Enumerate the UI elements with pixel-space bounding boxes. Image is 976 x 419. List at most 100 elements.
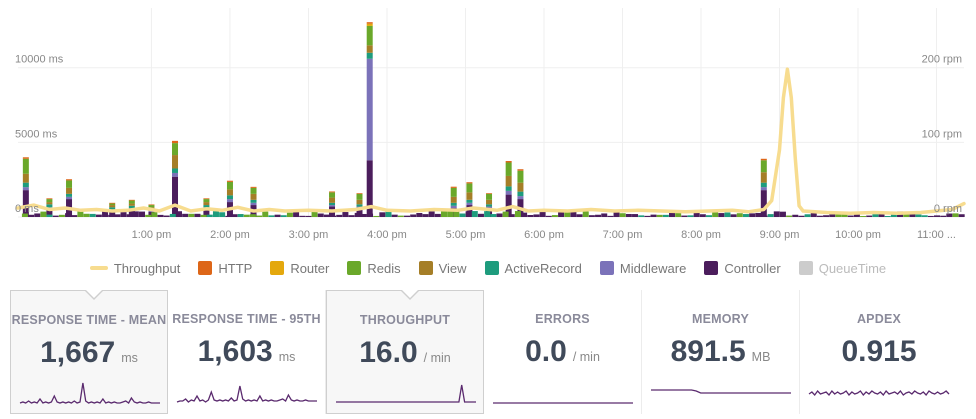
- card-number: 891.5: [670, 335, 746, 368]
- sparkline-path: [808, 389, 950, 397]
- metric-card-throughput[interactable]: THROUGHPUT 16.0 / min: [326, 290, 484, 414]
- baseline-bar: [853, 213, 860, 217]
- legend-swatch: [270, 261, 285, 275]
- legend-label: Controller: [724, 260, 781, 276]
- bar-segment-middleware: [226, 199, 233, 203]
- baseline-bar: [360, 213, 367, 217]
- bar-segment-redis: [356, 193, 363, 200]
- bar-segment-view: [466, 192, 473, 200]
- baseline-bar: [638, 215, 645, 217]
- baseline-bar: [570, 211, 577, 217]
- baseline-bar: [447, 211, 454, 217]
- baseline-bar: [145, 214, 152, 217]
- metric-card-response-time-mean[interactable]: RESPONSE TIME - MEAN 1,667 ms: [10, 290, 168, 414]
- legend-label: View: [438, 260, 467, 276]
- baseline-bar: [669, 211, 676, 217]
- y-right-tick-label: 0 rpm: [934, 203, 962, 215]
- baseline-bar: [533, 214, 540, 217]
- baseline-bar: [521, 212, 528, 217]
- baseline-bar: [736, 213, 743, 217]
- bar-segment-activerecord: [466, 199, 473, 203]
- baseline-bar: [718, 213, 725, 217]
- legend-item-throughput[interactable]: Throughput: [89, 260, 181, 276]
- baseline-bar: [730, 214, 737, 217]
- baseline-bar: [798, 215, 805, 217]
- bar-segment-view: [505, 175, 512, 187]
- legend-swatch: [347, 261, 362, 275]
- bar-segment-controller: [109, 211, 116, 217]
- baseline-bar: [317, 213, 324, 217]
- baseline-bar: [909, 212, 916, 217]
- baseline-bar: [724, 212, 731, 217]
- bar-segment-middleware: [172, 172, 179, 177]
- baseline-bar: [656, 214, 663, 217]
- baseline-bar: [40, 211, 47, 217]
- chart-baseline-bars: [21, 211, 965, 217]
- metric-card-apdex[interactable]: APDEX 0.915: [800, 290, 958, 414]
- baseline-bar: [188, 213, 195, 217]
- bar-segment-http: [66, 179, 73, 181]
- legend-item-controller[interactable]: Controller: [704, 260, 781, 276]
- card-number: 1,603: [197, 335, 273, 368]
- baseline-bar: [576, 214, 583, 217]
- baseline-bar: [816, 215, 823, 217]
- legend-label: Throughput: [113, 260, 181, 276]
- card-unit: ms: [278, 350, 296, 364]
- metric-card-errors[interactable]: ERRORS 0.0 / min: [484, 290, 642, 414]
- legend-item-activerecord[interactable]: ActiveRecord: [484, 261, 582, 276]
- legend-item-router[interactable]: Router: [270, 261, 329, 276]
- card-title: RESPONSE TIME - 95TH: [172, 312, 321, 326]
- metric-card-memory[interactable]: MEMORY 891.5 MB: [642, 290, 800, 414]
- bar-segment-view: [109, 205, 116, 208]
- baseline-bar: [237, 214, 244, 217]
- baseline-bar: [835, 213, 842, 217]
- baseline-bar: [650, 214, 657, 217]
- bar-segment-redis: [203, 199, 210, 203]
- baseline-bar: [829, 214, 836, 217]
- baseline-bar: [705, 215, 712, 217]
- bar-segment-middleware: [22, 187, 29, 191]
- legend-item-queuetime[interactable]: QueueTime: [798, 260, 887, 276]
- legend-label: QueueTime: [818, 260, 887, 276]
- x-tick-label: 4:00 pm: [367, 229, 407, 241]
- bar-segment-view: [450, 196, 457, 203]
- bar-segment-activerecord: [128, 205, 135, 209]
- card-number: 1,667: [40, 336, 116, 369]
- bar-segment-view: [128, 203, 135, 206]
- legend-item-view[interactable]: View: [418, 260, 467, 276]
- bar-segment-http: [172, 140, 179, 144]
- bar-segment-router: [366, 23, 373, 26]
- bar-segment-controller: [128, 209, 135, 217]
- legend-item-http[interactable]: HTTP: [198, 261, 252, 276]
- bar-segment-activerecord: [517, 191, 524, 197]
- metric-card-response-time-95th[interactable]: RESPONSE TIME - 95TH 1,603 ms: [168, 290, 326, 414]
- baseline-bar: [132, 211, 139, 217]
- legend-item-redis[interactable]: Redis: [347, 261, 401, 276]
- baseline-bar: [404, 215, 411, 217]
- x-tick-label: 2:00 pm: [210, 229, 250, 241]
- baseline-bar: [595, 214, 602, 217]
- baseline-bar: [508, 214, 515, 217]
- bar-segment-controller: [366, 160, 373, 217]
- baseline-bar: [71, 215, 78, 217]
- legend-label: Middleware: [619, 260, 687, 276]
- bar-segment-redis: [226, 181, 233, 190]
- bar-segment-http: [760, 158, 767, 161]
- card-unit: / min: [572, 350, 600, 364]
- legend-item-middleware[interactable]: Middleware: [599, 260, 687, 276]
- baseline-bar: [934, 215, 941, 217]
- baseline-bar: [379, 212, 386, 217]
- x-tick-label: 8:00 pm: [681, 229, 721, 241]
- bar-segment-controller: [356, 208, 363, 217]
- bar-segment-view: [172, 155, 179, 169]
- baseline-bar: [422, 214, 429, 217]
- baseline-bar: [687, 215, 694, 217]
- baseline-bar: [249, 214, 256, 217]
- bar-segment-controller: [46, 209, 53, 217]
- y-axis-left-labels: 0 ms 5000 ms 10000 ms: [15, 54, 64, 215]
- bar-segment-middleware: [329, 205, 336, 207]
- card-title: ERRORS: [535, 312, 590, 326]
- baseline-bar: [206, 214, 213, 217]
- baseline-bar: [545, 215, 552, 217]
